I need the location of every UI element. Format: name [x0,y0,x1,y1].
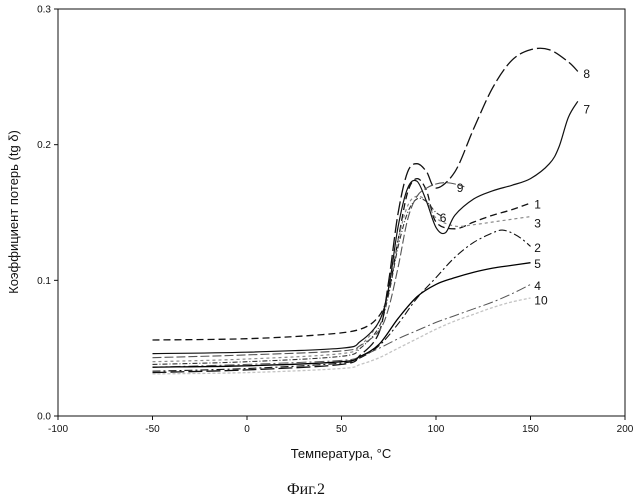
x-tick-label: -50 [145,424,160,435]
y-tick-label: 0.2 [37,140,51,151]
series-line-8 [153,48,578,372]
series-line-7 [153,101,578,353]
x-tick-label: -100 [48,424,68,435]
series-layer [153,48,578,374]
series-line-10 [153,298,531,374]
x-tick-label: 0 [244,424,250,435]
y-tick-label: 0.0 [37,412,51,423]
series-number-label: 6 [440,211,447,225]
figure-caption: Фиг.2 [287,481,325,498]
series-line-6 [153,198,446,364]
series-line-1 [153,179,531,340]
series-number-label: 4 [534,279,541,293]
series-number-label: 3 [534,216,541,230]
plot-area-frame [58,9,625,416]
series-number-label: 7 [583,102,590,116]
y-axis-title: Коэффициент потерь (tg δ) [6,130,21,294]
series-line-3 [153,196,531,362]
series-line-9 [153,183,465,358]
series-number-label: 5 [534,257,541,271]
y-tick-label: 0.3 [37,5,51,16]
series-number-label: 9 [457,181,464,195]
axis-ticks: -100 -50 0 50 100 150 200 0.0 0.1 0.2 0.3 [37,5,634,436]
x-tick-label: 100 [428,424,445,435]
series-number-label: 2 [534,241,541,255]
series-number-label: 8 [583,67,590,81]
series-number-label: 10 [534,294,548,308]
y-tick-label: 0.1 [37,276,51,287]
series-line-2 [153,230,531,371]
series-line-4 [153,284,531,367]
x-axis-title: Температура, °С [291,446,392,461]
series-number-label: 1 [534,197,541,211]
x-tick-label: 200 [617,424,634,435]
x-tick-label: 50 [336,424,348,435]
x-tick-label: 150 [522,424,539,435]
series-number-labels: 8 7 9 1 6 3 2 5 410 [440,67,591,308]
